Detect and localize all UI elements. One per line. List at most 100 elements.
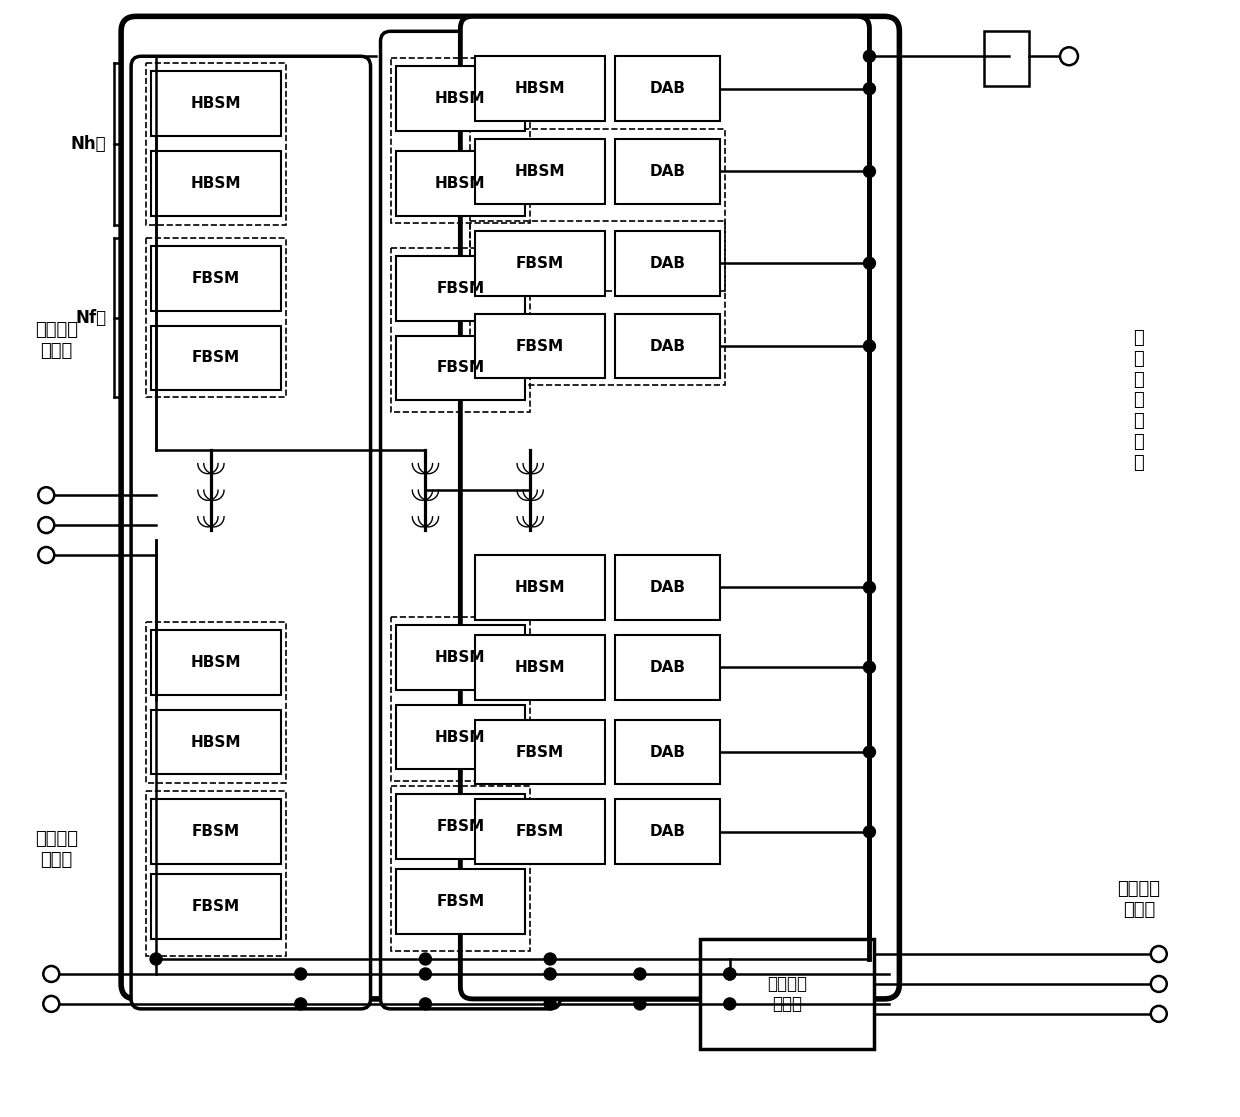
Circle shape xyxy=(419,997,432,1010)
Text: HBSM: HBSM xyxy=(435,650,486,665)
Text: HBSM: HBSM xyxy=(515,580,565,595)
Bar xyxy=(396,151,526,216)
FancyBboxPatch shape xyxy=(122,17,899,999)
Circle shape xyxy=(724,997,735,1010)
Bar xyxy=(475,139,605,204)
Circle shape xyxy=(863,661,875,674)
Bar xyxy=(475,634,605,699)
Bar xyxy=(391,58,531,222)
Text: 中压交流
配电网: 中压交流 配电网 xyxy=(35,322,78,360)
Circle shape xyxy=(1151,946,1167,962)
Bar xyxy=(146,64,285,225)
Bar xyxy=(615,800,719,865)
Circle shape xyxy=(38,517,55,533)
Bar xyxy=(699,939,874,1049)
FancyBboxPatch shape xyxy=(460,17,869,999)
Circle shape xyxy=(544,997,557,1010)
Circle shape xyxy=(724,968,735,980)
Circle shape xyxy=(863,340,875,352)
Bar xyxy=(615,555,719,620)
Circle shape xyxy=(863,83,875,95)
Bar xyxy=(615,719,719,784)
Text: HBSM: HBSM xyxy=(435,176,486,191)
Text: DAB: DAB xyxy=(650,164,686,179)
Circle shape xyxy=(544,953,557,965)
Bar xyxy=(151,151,280,216)
Circle shape xyxy=(863,257,875,269)
Bar xyxy=(146,622,285,783)
Text: FBSM: FBSM xyxy=(192,351,241,365)
Text: 中
压
直
流
配
电
网: 中 压 直 流 配 电 网 xyxy=(1133,330,1145,471)
FancyBboxPatch shape xyxy=(381,31,560,1009)
Text: FBSM: FBSM xyxy=(192,824,241,839)
Text: DAB: DAB xyxy=(650,660,686,675)
Circle shape xyxy=(295,997,306,1010)
Bar xyxy=(396,794,526,859)
Bar xyxy=(475,800,605,865)
Text: 低压交流
配电网: 低压交流 配电网 xyxy=(1117,880,1161,918)
Text: FBSM: FBSM xyxy=(436,280,485,296)
Text: 三相全桥
逆变器: 三相全桥 逆变器 xyxy=(768,974,807,1013)
Circle shape xyxy=(544,968,557,980)
Text: Nf个: Nf个 xyxy=(76,308,107,326)
Circle shape xyxy=(419,953,432,965)
Text: FBSM: FBSM xyxy=(516,256,564,270)
Bar xyxy=(475,314,605,379)
Bar xyxy=(475,719,605,784)
Text: DAB: DAB xyxy=(650,745,686,760)
Bar xyxy=(396,624,526,689)
Text: HBSM: HBSM xyxy=(435,729,486,745)
Text: HBSM: HBSM xyxy=(515,660,565,675)
Bar xyxy=(475,555,605,620)
Text: HBSM: HBSM xyxy=(191,655,241,670)
Circle shape xyxy=(863,746,875,758)
Bar xyxy=(151,800,280,865)
Bar xyxy=(470,221,724,385)
Bar xyxy=(396,869,526,934)
Bar xyxy=(151,875,280,939)
Bar xyxy=(151,709,280,774)
Bar xyxy=(391,786,531,951)
Circle shape xyxy=(863,50,875,63)
Text: FBSM: FBSM xyxy=(516,824,564,839)
Circle shape xyxy=(863,582,875,593)
Text: DAB: DAB xyxy=(650,256,686,270)
Bar xyxy=(396,705,526,770)
Bar xyxy=(985,31,1029,86)
Bar xyxy=(151,246,280,311)
Circle shape xyxy=(150,953,162,965)
Bar xyxy=(146,238,285,398)
Bar xyxy=(151,325,280,391)
Text: HBSM: HBSM xyxy=(515,82,565,96)
Circle shape xyxy=(863,165,875,178)
Text: FBSM: FBSM xyxy=(192,899,241,914)
Circle shape xyxy=(634,997,646,1010)
Text: HBSM: HBSM xyxy=(435,92,486,106)
Circle shape xyxy=(419,968,432,980)
Text: DAB: DAB xyxy=(650,824,686,839)
Bar xyxy=(396,335,526,400)
Bar xyxy=(396,66,526,131)
Circle shape xyxy=(38,547,55,563)
Bar xyxy=(475,56,605,121)
Circle shape xyxy=(43,966,60,982)
Circle shape xyxy=(1151,1006,1167,1022)
Bar xyxy=(615,634,719,699)
FancyBboxPatch shape xyxy=(131,56,371,1009)
Text: Nh个: Nh个 xyxy=(71,135,107,153)
Bar xyxy=(470,130,724,290)
Circle shape xyxy=(43,996,60,1012)
Text: HBSM: HBSM xyxy=(191,96,241,111)
Circle shape xyxy=(295,968,306,980)
Bar xyxy=(151,71,280,136)
Text: HBSM: HBSM xyxy=(515,164,565,179)
Bar xyxy=(146,792,285,956)
Bar xyxy=(391,617,531,782)
Text: HBSM: HBSM xyxy=(191,176,241,191)
Circle shape xyxy=(1151,976,1167,992)
Text: HBSM: HBSM xyxy=(191,735,241,750)
Circle shape xyxy=(634,968,646,980)
Text: 低压直流
配电网: 低压直流 配电网 xyxy=(35,830,78,869)
Text: FBSM: FBSM xyxy=(192,270,241,286)
Text: FBSM: FBSM xyxy=(516,745,564,760)
